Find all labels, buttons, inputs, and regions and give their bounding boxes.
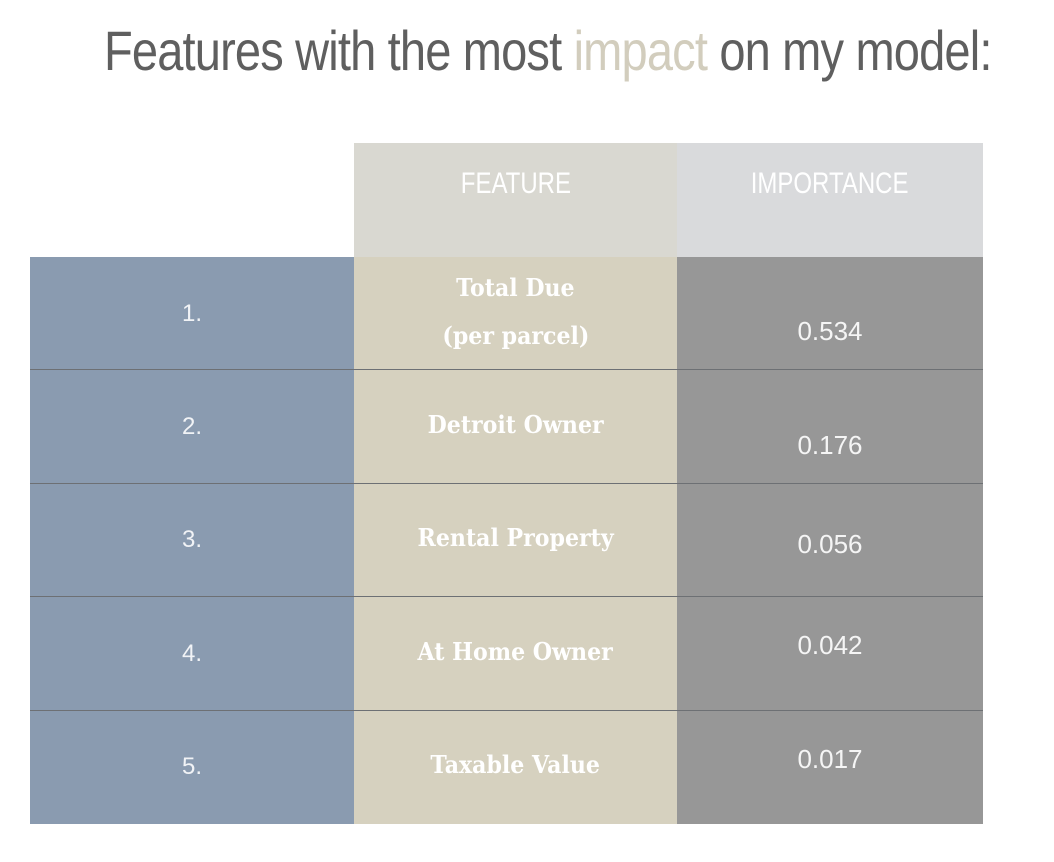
- feature-label: At Home Owner: [417, 636, 614, 666]
- row-importance: 0.056: [677, 483, 983, 598]
- header-importance-label: IMPORTANCE: [751, 167, 909, 200]
- header-feature-label: FEATURE: [460, 167, 571, 200]
- importance-value: 0.534: [797, 316, 863, 347]
- importance-value: 0.042: [797, 630, 863, 661]
- feature-label: Detroit Owner: [427, 410, 604, 440]
- row-feature: Detroit Owner: [354, 370, 677, 484]
- row-rank: 3.: [30, 483, 354, 598]
- row-rank: 5.: [30, 710, 354, 824]
- importance-value: 0.056: [797, 528, 863, 559]
- row-rank: 1.: [30, 257, 354, 371]
- feature-label: Total Due (per parcel): [442, 272, 589, 350]
- title-prefix: Features with the most: [104, 19, 562, 82]
- feature-label: Rental Property: [417, 523, 614, 553]
- row-feature: Total Due (per parcel): [354, 257, 677, 371]
- row-feature: At Home Owner: [354, 597, 677, 711]
- header-importance: IMPORTANCE: [677, 143, 983, 257]
- row-importance: 0.017: [677, 710, 983, 824]
- row-rank: 2.: [30, 370, 354, 484]
- header-feature: FEATURE: [354, 143, 677, 257]
- importance-value: 0.176: [797, 429, 863, 460]
- feature-label: Taxable Value: [430, 750, 601, 780]
- page-title: Features with the most impact on my mode…: [104, 18, 992, 83]
- row-importance: 0.176: [677, 370, 983, 484]
- row-feature: Taxable Value: [354, 710, 677, 824]
- row-feature: Rental Property: [354, 483, 677, 598]
- row-rank: 4.: [30, 597, 354, 711]
- importance-value: 0.017: [797, 743, 863, 774]
- title-accent-word: impact: [573, 19, 708, 82]
- row-importance: 0.042: [677, 597, 983, 711]
- title-suffix: on my model:: [719, 19, 992, 82]
- row-importance: 0.534: [677, 257, 983, 371]
